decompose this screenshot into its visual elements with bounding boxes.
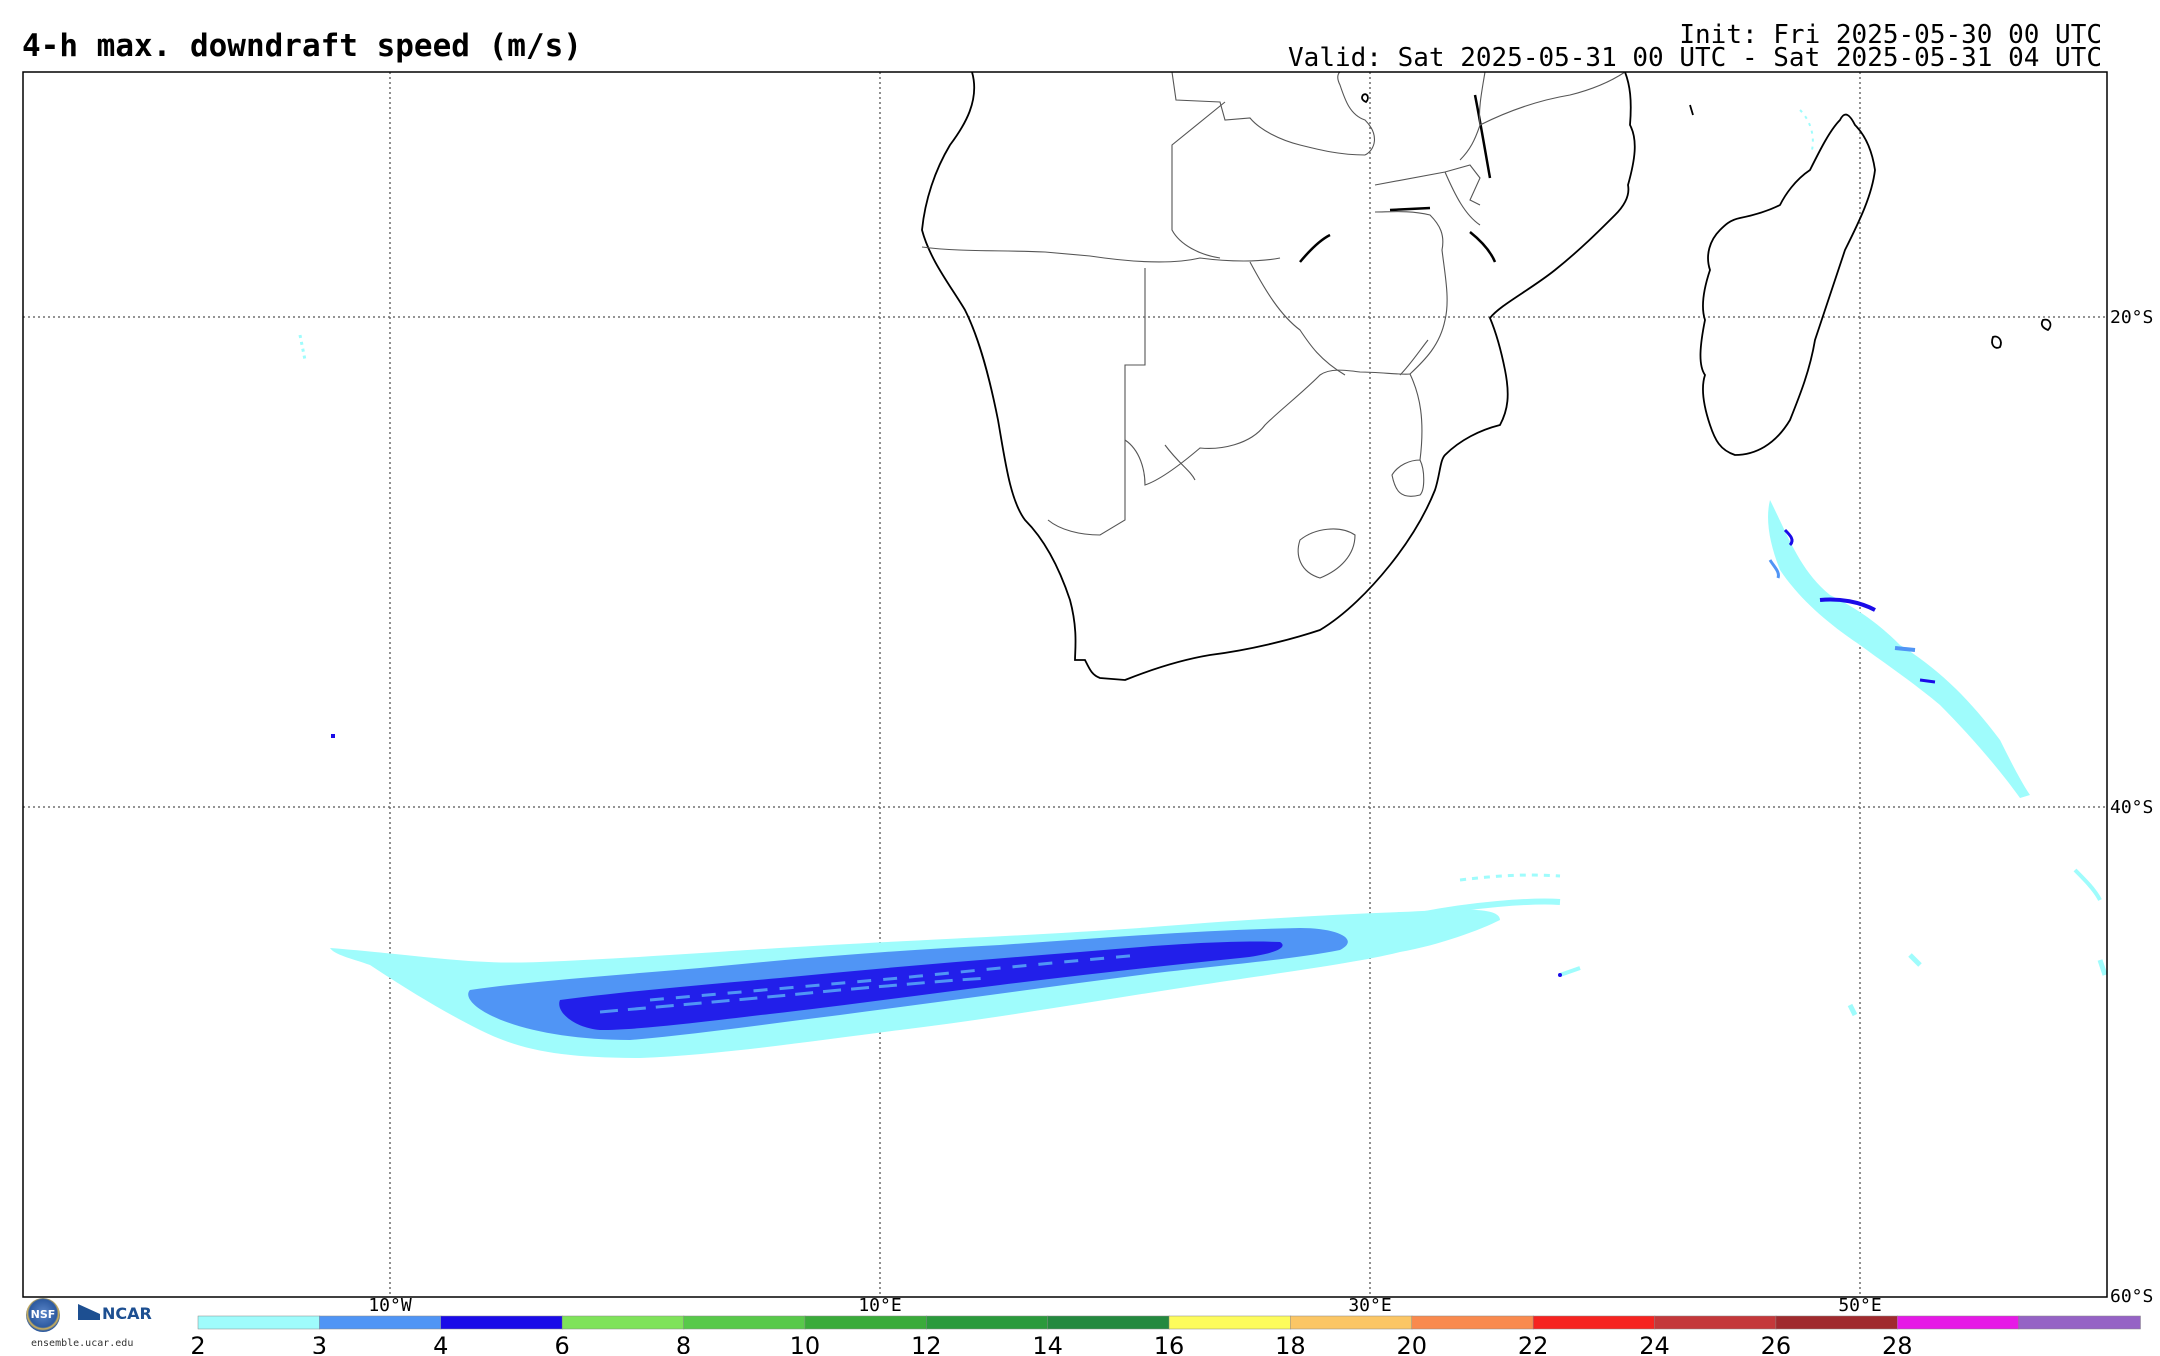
colorbar-tick-label: 2 [190,1332,205,1354]
colorbar-swatch [1654,1315,1777,1330]
colorbar-tick-label: 16 [1154,1332,1185,1354]
colorbar-swatch [2018,1315,2141,1330]
colorbar-tick-label: 12 [911,1332,942,1354]
colorbar-swatch [319,1315,442,1330]
lon-label-10e: 10°E [858,1295,901,1316]
init-time: Init: Fri 2025-05-30 00 UTC [1679,20,2102,50]
colorbar-swatch [804,1315,927,1330]
graticule [23,72,2107,1297]
colorbar-tick-label: 18 [1275,1332,1306,1354]
downdraft-indian-ocean [1559,109,2107,1017]
logo-url: ensemble.ucar.edu [31,1338,134,1349]
colorbar-swatch [683,1315,806,1330]
colorbar-tick-label: 28 [1882,1332,1913,1354]
lat-label-20s: 20°S [2110,307,2153,328]
nsf-logo: NSF [26,1298,60,1332]
ncar-mark-icon [78,1304,100,1320]
colorbar-tick-label: 14 [1032,1332,1063,1354]
colorbar-swatch [926,1315,1049,1330]
colorbar-tick-label: 10 [790,1332,821,1354]
colorbar-swatch [1775,1315,1898,1330]
lat-label-60s: 60°S [2110,1286,2153,1307]
downdraft-band [330,873,1561,1058]
ncar-logo: NCAR [102,1304,152,1323]
country-borders [921,72,1626,579]
colorbar-tick-label: 20 [1396,1332,1427,1354]
colorbar-swatch [197,1315,321,1330]
colorbar-swatches [197,1315,2141,1330]
colorbar-swatch [1047,1315,1170,1330]
valid-time: Valid: Sat 2025-05-31 00 UTC - Sat 2025-… [1288,43,2102,73]
colorbar-tick-label: 8 [676,1332,691,1354]
lat-label-40s: 40°S [2110,797,2153,818]
lon-label-10w: 10°W [368,1295,412,1316]
colorbar-swatch [440,1315,563,1330]
colorbar-ticks: 2 3 4 6 8 10 12 14 16 18 20 22 24 26 28 [190,1332,1912,1354]
colorbar-tick-label: 6 [554,1332,569,1354]
colorbar-tick-label: 3 [312,1332,327,1354]
colorbar-swatch [1411,1315,1534,1330]
lon-label-30e: 30°E [1348,1295,1391,1316]
downdraft-scattered [298,334,1562,977]
colorbar-swatch [1532,1315,1656,1330]
colorbar-swatch [1168,1315,1292,1330]
logos: NSF NCAR [26,1298,156,1356]
colorbar-swatch [1897,1315,2020,1330]
colorbar-swatch [561,1315,685,1330]
colorbar-swatch [1290,1315,1413,1330]
map-frame [22,71,2108,1298]
colorbar-tick-label: 26 [1761,1332,1792,1354]
map-title: 4-h max. downdraft speed (m/s) [22,28,582,64]
colorbar-tick-label: 22 [1518,1332,1549,1354]
colorbar-tick-label: 24 [1639,1332,1670,1354]
lon-label-50e: 50°E [1838,1295,1881,1316]
coastlines [921,72,2052,681]
colorbar-tick-label: 4 [433,1332,448,1354]
